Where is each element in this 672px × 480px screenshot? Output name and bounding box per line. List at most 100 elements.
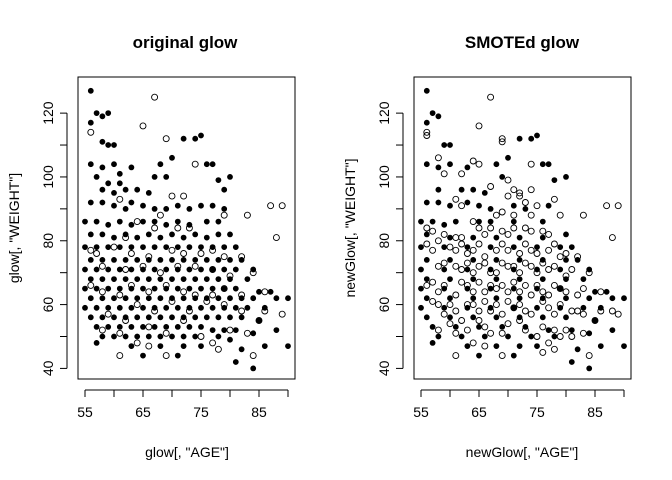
data-point-open [492, 211, 500, 219]
data-point-filled [551, 333, 558, 340]
data-point-filled [429, 218, 436, 225]
data-point-filled [180, 295, 187, 302]
data-point-open [492, 285, 500, 293]
data-point-filled [238, 314, 245, 321]
data-point-filled [232, 244, 239, 250]
data-point-open [469, 246, 477, 254]
data-point-filled [128, 221, 135, 228]
data-point-filled [447, 161, 453, 168]
data-point-open [180, 317, 188, 324]
data-point-open [151, 93, 159, 101]
data-point-filled [82, 304, 88, 311]
data-point-filled [273, 327, 280, 333]
data-point-open [556, 211, 564, 219]
data-point-filled [493, 256, 500, 263]
data-point-filled [221, 266, 228, 273]
data-point-filled [458, 333, 465, 340]
data-point-open [579, 329, 587, 337]
data-point-open [452, 246, 460, 254]
data-point-open [174, 262, 182, 270]
data-point-open [487, 183, 495, 190]
data-point-filled [186, 266, 193, 273]
data-point-filled [180, 333, 187, 340]
data-point-filled [99, 199, 106, 206]
data-point-filled [441, 142, 448, 148]
data-point-open [209, 339, 217, 347]
data-point-filled [476, 202, 482, 209]
data-point-filled [441, 304, 448, 311]
data-point-filled [105, 323, 112, 330]
data-point-open [98, 288, 106, 296]
data-point-filled [464, 199, 471, 206]
data-point-filled [435, 199, 442, 206]
data-point-filled [551, 177, 558, 183]
data-point-open [510, 186, 518, 194]
data-point-filled [169, 231, 175, 238]
data-point-filled [169, 333, 175, 340]
data-point-open [574, 253, 582, 261]
data-point-filled [93, 339, 100, 346]
data-point-filled [186, 285, 193, 292]
data-point-filled [505, 333, 511, 340]
data-point-filled [423, 256, 430, 263]
data-point-filled [423, 231, 430, 238]
data-point-filled [586, 330, 593, 337]
data-point-filled [256, 288, 262, 295]
data-point-filled [163, 244, 170, 250]
data-point-open [168, 192, 176, 200]
data-point-filled [111, 276, 117, 282]
data-point-filled [528, 333, 535, 340]
data-point-filled [447, 234, 453, 241]
data-point-open [93, 250, 101, 257]
data-point-open [608, 234, 616, 242]
data-point-filled [435, 164, 442, 171]
data-point-filled [122, 333, 129, 340]
data-point-filled [174, 285, 181, 292]
plot-frame [413, 76, 632, 380]
data-point-filled [157, 276, 164, 282]
data-point-filled [435, 186, 442, 193]
x-tick-label: 75 [193, 404, 209, 420]
data-point-filled [134, 234, 141, 241]
data-point-open [220, 253, 228, 261]
data-point-open [249, 269, 257, 277]
data-point-filled [174, 323, 181, 330]
data-point-open [127, 281, 135, 289]
data-point-filled [423, 87, 430, 94]
data-point-open [475, 278, 483, 286]
data-point-filled [429, 323, 436, 330]
data-point-filled [192, 135, 199, 142]
data-point-filled [447, 276, 453, 282]
data-point-filled [163, 266, 170, 273]
data-point-filled [151, 323, 158, 330]
data-point-open [487, 281, 495, 289]
data-point-open [475, 317, 483, 324]
data-point-filled [423, 119, 430, 126]
data-point-open [116, 329, 124, 337]
data-point-filled [116, 323, 123, 330]
data-point-filled [244, 276, 251, 282]
data-point-open [545, 339, 553, 347]
data-point-filled [493, 314, 500, 321]
data-point-open [440, 310, 448, 318]
data-point-open [504, 230, 512, 238]
data-point-filled [470, 256, 477, 263]
data-point-open [145, 342, 153, 350]
data-point-open [504, 320, 512, 328]
data-point-filled [105, 285, 112, 292]
data-point-filled [151, 218, 158, 225]
data-point-open [521, 326, 529, 334]
data-point-filled [169, 256, 175, 263]
data-point-filled [128, 244, 135, 250]
data-point-filled [505, 154, 511, 161]
data-point-open [440, 170, 448, 178]
data-point-open [481, 259, 489, 267]
data-point-open [527, 291, 535, 299]
data-point-filled [192, 256, 199, 263]
data-point-open [469, 301, 477, 309]
data-point-filled [215, 218, 222, 225]
data-point-filled [93, 304, 100, 311]
data-point-filled [215, 333, 222, 340]
data-point-open [174, 224, 182, 232]
data-point-filled [128, 164, 135, 171]
